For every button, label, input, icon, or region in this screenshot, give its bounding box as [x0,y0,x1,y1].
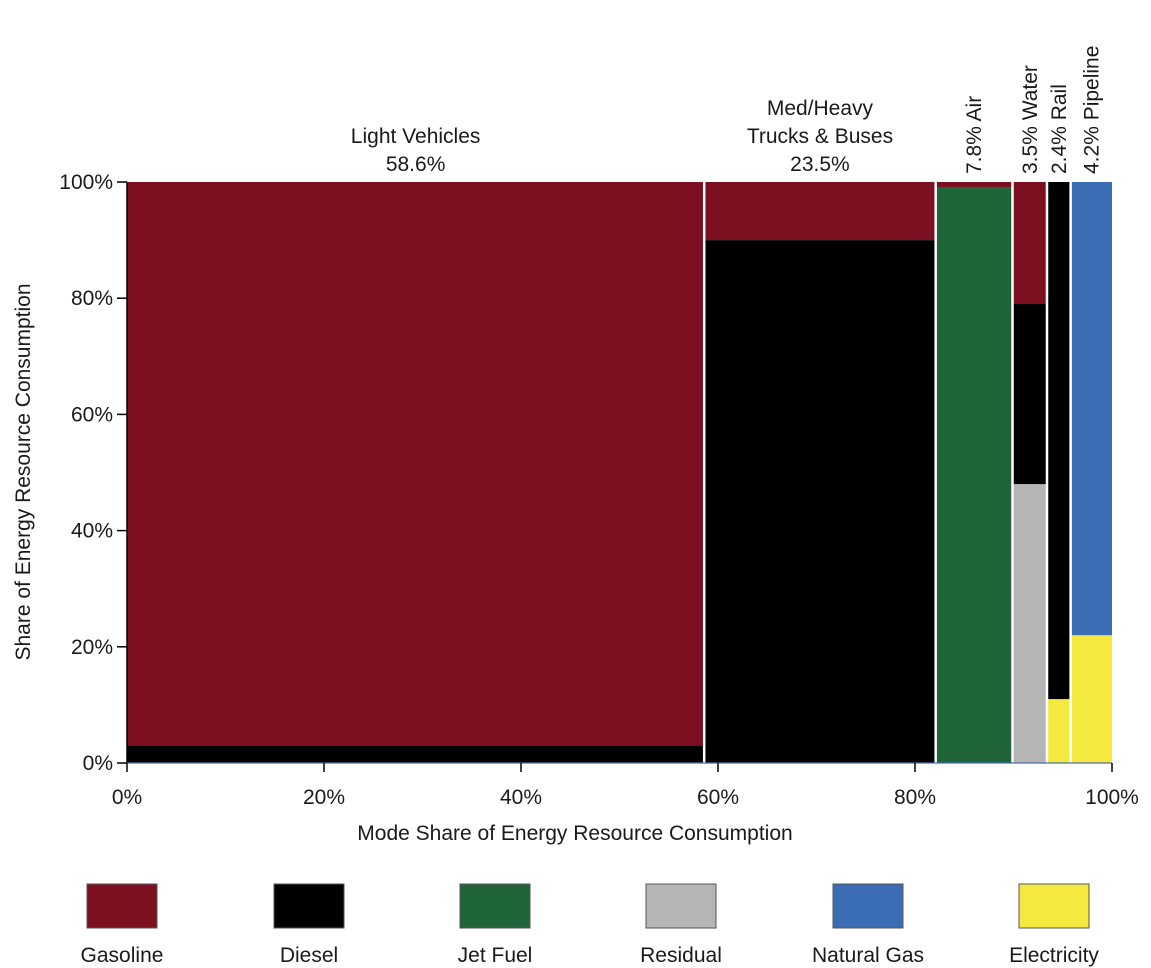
bar-segment-jet-fuel [935,187,1013,763]
mode-label: 23.5% [790,153,850,176]
y-tick-label: 0% [83,752,113,775]
bar-segment-gasoline [935,182,1013,188]
legend-label: Gasoline [81,944,164,967]
bar-segment-gasoline [1012,182,1047,305]
mode-label: 7.8% Air [963,96,986,174]
mode-label: 2.4% Rail [1048,84,1071,174]
x-tick-label: 0% [112,786,142,809]
mode-label: 58.6% [386,153,446,176]
legend-item-gasoline: Gasoline [81,883,164,967]
legend-item-electricity: Electricity [1009,883,1099,967]
mode-label: Med/Heavy [767,97,874,120]
bar-segment-natural-gas [1070,182,1112,636]
bar-segment-gasoline [127,182,705,746]
y-tick-label: 80% [71,287,113,310]
y-tick-label: 20% [71,636,113,659]
bar-segment-diesel [1046,182,1071,700]
category-labels: Light Vehicles 58.6% Med/Heavy Trucks & Bus… [351,46,1104,176]
legend-swatch [832,883,904,929]
mode-column [127,182,705,763]
legend-item-residual: Residual [640,883,722,967]
legend-swatch [273,883,345,929]
legend-item-jet-fuel: Jet Fuel [458,883,533,967]
x-tick-label: 40% [500,786,542,809]
mode-column [1045,182,1071,763]
y-tick-label: 60% [71,403,113,426]
legend-swatch [86,883,158,929]
x-axis-title: Mode Share of Energy Resource Consumptio… [357,822,792,845]
legend-label: Natural Gas [812,944,924,967]
legend-label: Jet Fuel [458,944,533,967]
bar-segment-diesel [127,745,705,763]
mode-label: 4.2% Pipeline [1080,46,1103,174]
legend-item-diesel: Diesel [273,883,345,967]
mode-column [1069,182,1112,763]
x-tick-label: 20% [303,786,345,809]
mode-column [934,182,1013,763]
y-tick-label: 100% [59,171,113,194]
bar-segment-residual [1012,484,1047,763]
bar-segment-electricity [1046,699,1071,763]
mode-label: 3.5% Water [1019,65,1042,174]
legend-swatch [459,883,531,929]
bars-layer [127,182,1112,764]
x-tick-label: 60% [697,786,739,809]
legend-label: Diesel [280,944,338,967]
mode-column [702,182,936,764]
axes-layer: 0% 20% 40% 60% 80% 100% 0% 20% 40% 60% 80% 100% [59,171,1139,809]
y-axis-title: Share of Energy Resource Consumption [12,283,35,660]
y-tick-label: 40% [71,520,113,543]
bar-segment-diesel [1012,304,1047,485]
bar-segment-electricity [1070,635,1112,763]
bar-segment-diesel [704,240,936,764]
mode-column [1011,182,1047,763]
x-tick-label: 100% [1085,786,1139,809]
legend-label: Residual [640,944,722,967]
mode-label: Trucks & Buses [747,125,893,148]
legend: Gasoline Diesel Jet Fuel Residual Natural Ga… [81,883,1099,967]
mode-label: Light Vehicles [351,125,481,148]
legend-item-natural-gas: Natural Gas [812,883,924,967]
legend-label: Electricity [1009,944,1099,967]
legend-swatch [1018,883,1090,929]
bar-segment-gasoline [704,182,936,241]
x-tick-label: 80% [894,786,936,809]
legend-swatch [645,883,717,929]
